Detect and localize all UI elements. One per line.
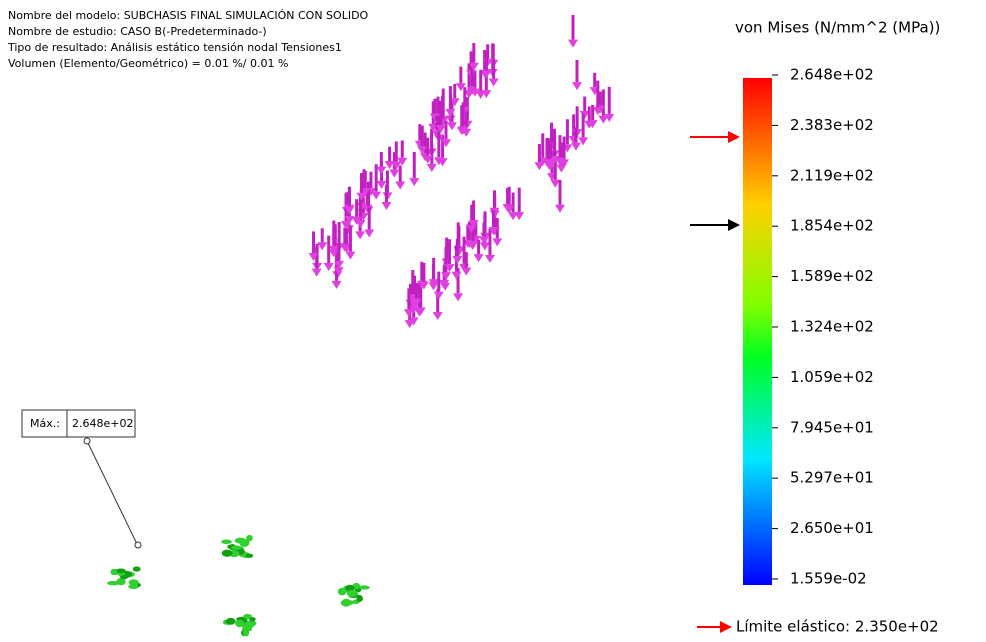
fixture-blob — [356, 595, 363, 602]
yield-arrow-head — [728, 131, 740, 143]
load-arrows — [309, 15, 615, 328]
legend-label: 2.648e+02 — [790, 66, 874, 84]
load-arrow-head — [492, 238, 502, 246]
fixture-blob — [231, 545, 241, 549]
load-arrow-head — [433, 312, 443, 320]
fixture-blob — [222, 550, 233, 557]
load-arrow-head — [381, 202, 391, 210]
max-value: 2.648e+02 — [72, 417, 133, 430]
legend-label: 2.383e+02 — [790, 116, 874, 134]
load-arrow-head — [332, 281, 342, 289]
fixture-blob — [347, 590, 358, 597]
fixture-blob — [239, 539, 249, 547]
yield-label: Límite elástico: 2.350e+02 — [736, 618, 939, 636]
load-arrow-head — [598, 116, 608, 124]
load-arrow-head — [345, 252, 355, 260]
load-arrow-head — [395, 182, 405, 190]
header-line: Volumen (Elemento/Geométrico) = 0.01 %/ … — [8, 57, 288, 70]
load-arrow-head — [480, 242, 490, 250]
legend-label: 2.119e+02 — [790, 166, 874, 184]
fixture-blob — [235, 619, 244, 627]
leader-end — [135, 542, 141, 548]
fixture-blob — [221, 540, 232, 545]
fixture-blob — [243, 629, 249, 636]
legend-label: 1.059e+02 — [790, 368, 874, 386]
load-arrow-head — [389, 169, 399, 177]
leader-end — [84, 438, 90, 444]
legend-label: 5.297e+01 — [790, 469, 874, 487]
fixture-blob — [116, 569, 126, 574]
load-arrow-head — [451, 272, 461, 280]
max-leader — [87, 441, 137, 544]
load-arrow-head — [514, 212, 524, 220]
legend-label: 2.650e+01 — [790, 519, 874, 537]
load-arrow-head — [555, 205, 565, 213]
load-arrow-head — [474, 254, 484, 262]
load-arrow-head — [409, 178, 419, 186]
fixture-blob — [107, 581, 119, 585]
load-arrow-head — [572, 82, 582, 90]
load-arrow-head — [485, 255, 495, 263]
load-arrow-head — [453, 293, 463, 301]
fixture-blob — [246, 554, 254, 558]
load-arrow-head — [324, 263, 334, 271]
load-arrow-head — [312, 269, 322, 277]
load-arrow-head — [427, 164, 437, 172]
load-arrow-head — [571, 143, 581, 151]
load-arrow-head — [434, 292, 444, 300]
legend-label: 1.324e+02 — [790, 318, 874, 336]
load-arrow-head — [317, 242, 327, 250]
load-arrow-head — [441, 272, 451, 280]
color-bar — [743, 78, 772, 585]
header-line: Nombre del modelo: SUBCHASIS FINAL SIMUL… — [8, 9, 369, 22]
header-line: Nombre de estudio: CASO B(-Predeterminad… — [8, 25, 267, 38]
legend-label: 1.854e+02 — [790, 217, 874, 235]
fixture-blob — [341, 599, 351, 607]
simulation-view: Nombre del modelo: SUBCHASIS FINAL SIMUL… — [0, 0, 986, 642]
max-label: Máx.: — [30, 417, 60, 430]
fixture-blob — [133, 566, 141, 571]
load-arrow-head — [371, 192, 381, 200]
load-arrow-head — [461, 268, 471, 276]
fixture-blob — [111, 569, 118, 575]
load-arrow-head — [376, 167, 386, 175]
load-arrow-head — [476, 91, 486, 99]
load-arrow-head — [355, 231, 365, 239]
fixture-blob — [129, 579, 139, 585]
fixtures — [107, 535, 370, 637]
load-arrow-head — [452, 256, 462, 264]
header-line: Tipo de resultado: Análisis estático ten… — [7, 41, 342, 54]
legend-title: von Mises (N/mm^2 (MPa)) — [735, 19, 940, 37]
max-arrow-head — [728, 219, 740, 231]
legend-label: 1.559e-02 — [790, 570, 867, 588]
fixture-blob — [359, 585, 370, 589]
load-arrow-head — [568, 40, 578, 48]
load-arrow-head — [447, 122, 457, 130]
legend-label: 7.945e+01 — [790, 418, 874, 436]
load-arrow-head — [364, 229, 374, 237]
legend-scale: 2.648e+02 2.383e+02 2.119e+02 1.854e+02 1.58… — [772, 66, 874, 588]
fixture-blob — [226, 618, 236, 625]
load-arrow-head — [534, 162, 544, 170]
load-arrow-head — [489, 79, 499, 87]
yield-legend-arrow-head — [720, 621, 732, 633]
legend-label: 1.589e+02 — [790, 267, 874, 285]
fixture-blob — [243, 614, 252, 619]
